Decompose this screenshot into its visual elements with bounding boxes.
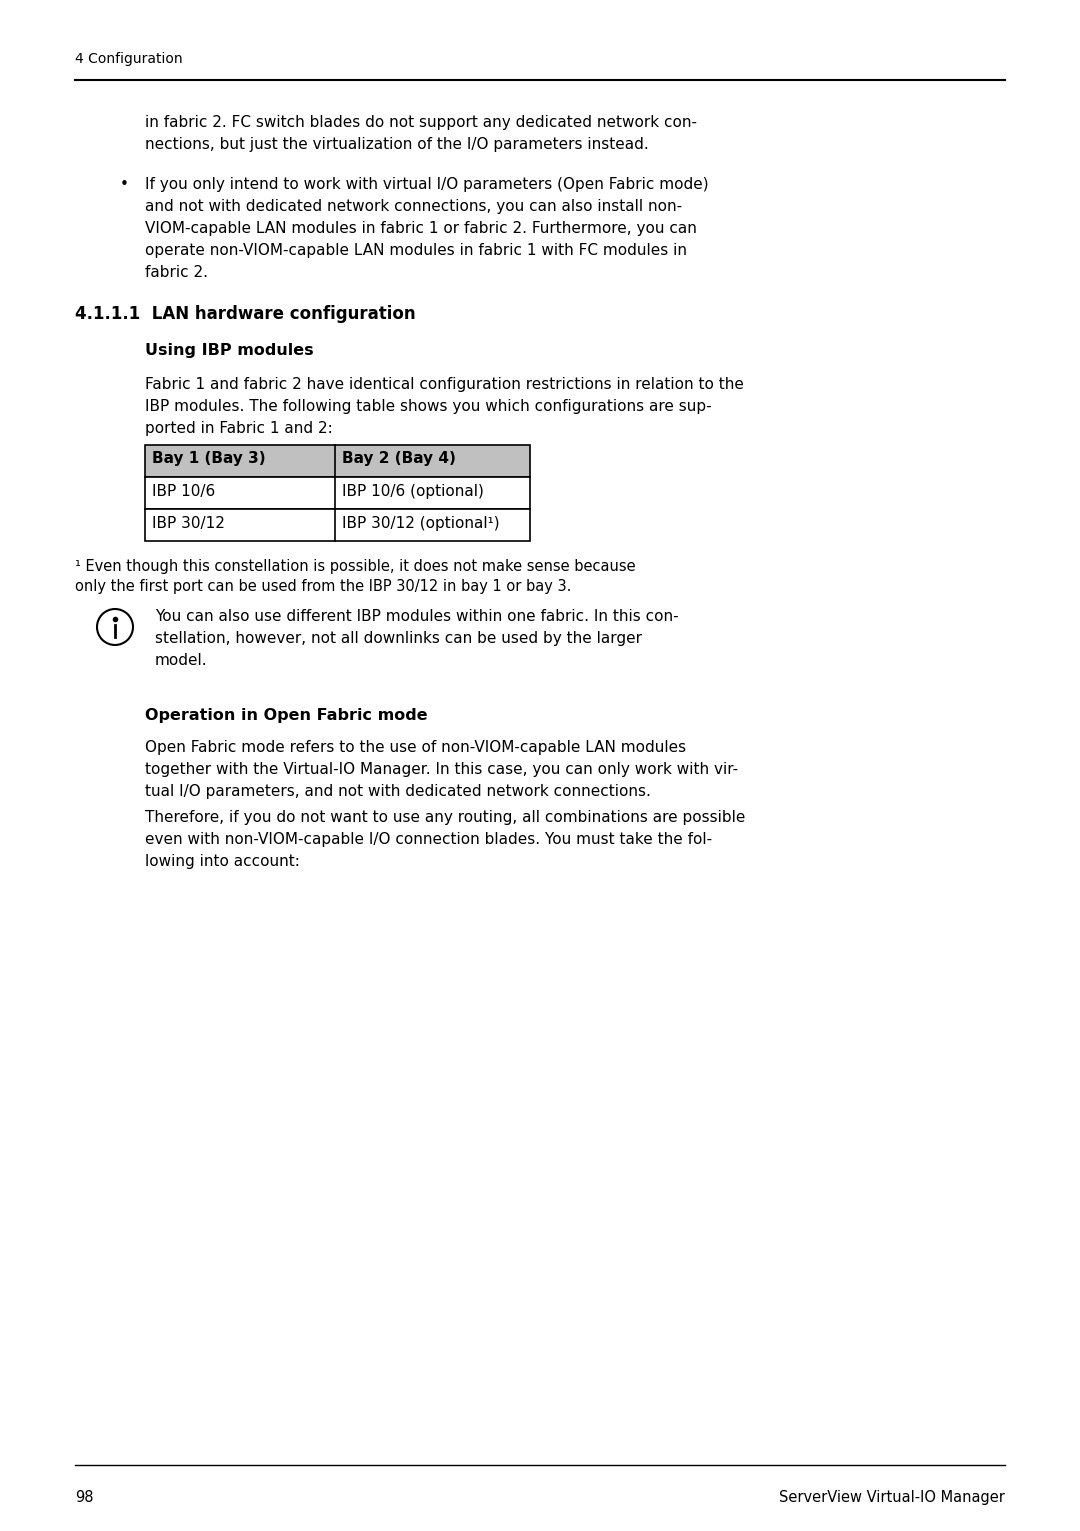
Ellipse shape [97, 609, 133, 645]
Text: stellation, however, not all downlinks can be used by the larger: stellation, however, not all downlinks c… [156, 631, 642, 646]
Text: If you only intend to work with virtual I/O parameters (Open Fabric mode): If you only intend to work with virtual … [145, 178, 708, 191]
Text: VIOM-capable LAN modules in fabric 1 or fabric 2. Furthermore, you can: VIOM-capable LAN modules in fabric 1 or … [145, 220, 697, 236]
Text: and not with dedicated network connections, you can also install non-: and not with dedicated network connectio… [145, 199, 683, 214]
Text: only the first port can be used from the IBP 30/12 in bay 1 or bay 3.: only the first port can be used from the… [75, 579, 571, 594]
Text: IBP 30/12: IBP 30/12 [152, 516, 225, 531]
Text: Therefore, if you do not want to use any routing, all combinations are possible: Therefore, if you do not want to use any… [145, 810, 745, 825]
Text: ServerView Virtual-IO Manager: ServerView Virtual-IO Manager [779, 1490, 1005, 1505]
Text: Fabric 1 and fabric 2 have identical configuration restrictions in relation to t: Fabric 1 and fabric 2 have identical con… [145, 377, 744, 392]
FancyBboxPatch shape [145, 478, 530, 508]
Text: ¹ Even though this constellation is possible, it does not make sense because: ¹ Even though this constellation is poss… [75, 559, 636, 574]
FancyBboxPatch shape [145, 508, 530, 540]
FancyBboxPatch shape [145, 446, 530, 478]
Text: 4 Configuration: 4 Configuration [75, 52, 183, 66]
Text: IBP 10/6 (optional): IBP 10/6 (optional) [342, 484, 484, 499]
Text: in fabric 2. FC switch blades do not support any dedicated network con-: in fabric 2. FC switch blades do not sup… [145, 115, 697, 130]
Text: IBP 10/6: IBP 10/6 [152, 484, 215, 499]
Text: model.: model. [156, 654, 207, 668]
Text: Open Fabric mode refers to the use of non-VIOM-capable LAN modules: Open Fabric mode refers to the use of no… [145, 739, 686, 755]
Text: nections, but just the virtualization of the I/O parameters instead.: nections, but just the virtualization of… [145, 136, 649, 152]
Text: Operation in Open Fabric mode: Operation in Open Fabric mode [145, 707, 428, 723]
Text: Bay 1 (Bay 3): Bay 1 (Bay 3) [152, 452, 266, 465]
Text: tual I/O parameters, and not with dedicated network connections.: tual I/O parameters, and not with dedica… [145, 784, 651, 799]
Text: operate non-VIOM-capable LAN modules in fabric 1 with FC modules in: operate non-VIOM-capable LAN modules in … [145, 243, 687, 259]
Text: IBP 30/12 (optional¹): IBP 30/12 (optional¹) [342, 516, 500, 531]
Text: fabric 2.: fabric 2. [145, 265, 208, 280]
Text: even with non-VIOM-capable I/O connection blades. You must take the fol-: even with non-VIOM-capable I/O connectio… [145, 831, 712, 847]
Text: Using IBP modules: Using IBP modules [145, 343, 313, 358]
Text: together with the Virtual-IO Manager. In this case, you can only work with vir-: together with the Virtual-IO Manager. In… [145, 762, 738, 778]
Text: ported in Fabric 1 and 2:: ported in Fabric 1 and 2: [145, 421, 333, 436]
Text: lowing into account:: lowing into account: [145, 854, 300, 870]
Text: •: • [120, 178, 129, 191]
Text: Bay 2 (Bay 4): Bay 2 (Bay 4) [342, 452, 456, 465]
Text: IBP modules. The following table shows you which configurations are sup-: IBP modules. The following table shows y… [145, 400, 712, 413]
Text: 4.1.1.1  LAN hardware configuration: 4.1.1.1 LAN hardware configuration [75, 305, 416, 323]
Text: 98: 98 [75, 1490, 94, 1505]
Text: You can also use different IBP modules within one fabric. In this con-: You can also use different IBP modules w… [156, 609, 678, 625]
